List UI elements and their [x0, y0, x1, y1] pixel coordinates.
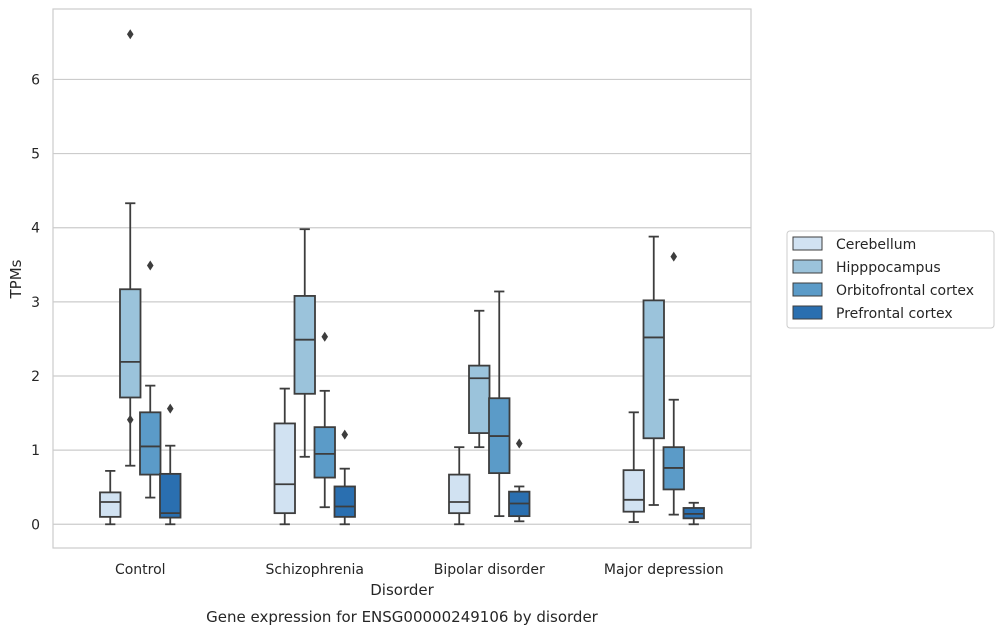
- box-orbitofrontal-cortex: [139, 260, 162, 499]
- box-cerebellum: [99, 469, 122, 526]
- x-axis-label: Disorder: [370, 581, 434, 599]
- box-iqr: [293, 295, 316, 395]
- x-tick-label: Major depression: [604, 562, 724, 578]
- y-tick-labels: 0 1 2 3 4 5 6: [31, 72, 40, 533]
- legend-swatch: [792, 236, 823, 251]
- legend-swatch: [792, 305, 823, 320]
- box-iqr: [273, 422, 296, 515]
- outlier-point: [515, 438, 523, 449]
- legend: Cerebellum Hipppocampus Orbitofrontal cort…: [786, 230, 995, 329]
- box-iqr: [333, 485, 356, 518]
- legend-frame: [786, 230, 995, 329]
- box-iqr: [642, 299, 665, 440]
- outlier-point: [126, 414, 134, 425]
- box-iqr: [313, 426, 336, 479]
- box-iqr: [159, 472, 182, 519]
- legend-label: Hipppocampus: [836, 260, 941, 276]
- box-iqr: [119, 288, 142, 399]
- outlier-point: [321, 331, 329, 342]
- box-prefrontal-cortex: [508, 438, 531, 523]
- box-cerebellum: [448, 446, 471, 526]
- legend-swatch: [792, 259, 823, 274]
- box-prefrontal-cortex: [333, 429, 356, 526]
- y-tick-label: 0: [31, 517, 40, 533]
- y-tick-label: 1: [31, 443, 40, 459]
- chart-caption: Gene expression for ENSG00000249106 by d…: [206, 608, 599, 626]
- box-prefrontal-cortex: [682, 501, 705, 526]
- outlier-point: [670, 251, 678, 262]
- x-tick-label: Bipolar disorder: [434, 562, 545, 578]
- box-iqr: [448, 473, 471, 515]
- outlier-point: [341, 429, 349, 440]
- box-iqr: [99, 491, 122, 518]
- outlier-point: [166, 403, 174, 414]
- box-orbitofrontal-cortex: [662, 251, 685, 516]
- outlier-point: [146, 260, 154, 271]
- box-hipppocampus: [642, 235, 665, 506]
- legend-label: Cerebellum: [836, 237, 916, 253]
- x-tick-labels: Control Schizophrenia Bipolar disorder Majo…: [115, 562, 724, 578]
- legend-label: Prefrontal cortex: [836, 306, 953, 322]
- y-tick-label: 5: [31, 147, 40, 163]
- box-hipppocampus: [119, 29, 142, 467]
- y-tick-label: 4: [31, 221, 40, 237]
- grid-lines: [53, 78, 751, 525]
- legend-label: Orbitofrontal cortex: [836, 283, 974, 299]
- box-cerebellum: [273, 387, 296, 526]
- legend-swatch: [792, 282, 823, 297]
- box-orbitofrontal-cortex: [488, 290, 511, 518]
- box-iqr: [622, 469, 645, 513]
- y-tick-label: 3: [31, 295, 40, 311]
- box-prefrontal-cortex: [159, 403, 182, 526]
- plot-area-frame: [52, 8, 752, 549]
- box-hipppocampus: [468, 309, 491, 449]
- y-axis-label: TPMs: [7, 259, 25, 299]
- x-tick-label: Schizophrenia: [266, 562, 364, 578]
- legend-items: Cerebellum Hipppocampus Orbitofrontal cort…: [792, 236, 974, 322]
- box-iqr: [139, 411, 162, 476]
- y-tick-label: 6: [31, 72, 40, 88]
- y-tick-label: 2: [31, 369, 40, 385]
- box-iqr: [468, 364, 491, 434]
- box-orbitofrontal-cortex: [313, 331, 336, 509]
- box-plots: [99, 29, 705, 526]
- box-cerebellum: [622, 411, 645, 523]
- box-hipppocampus: [293, 228, 316, 458]
- outlier-point: [126, 29, 134, 40]
- x-tick-label: Control: [115, 562, 166, 578]
